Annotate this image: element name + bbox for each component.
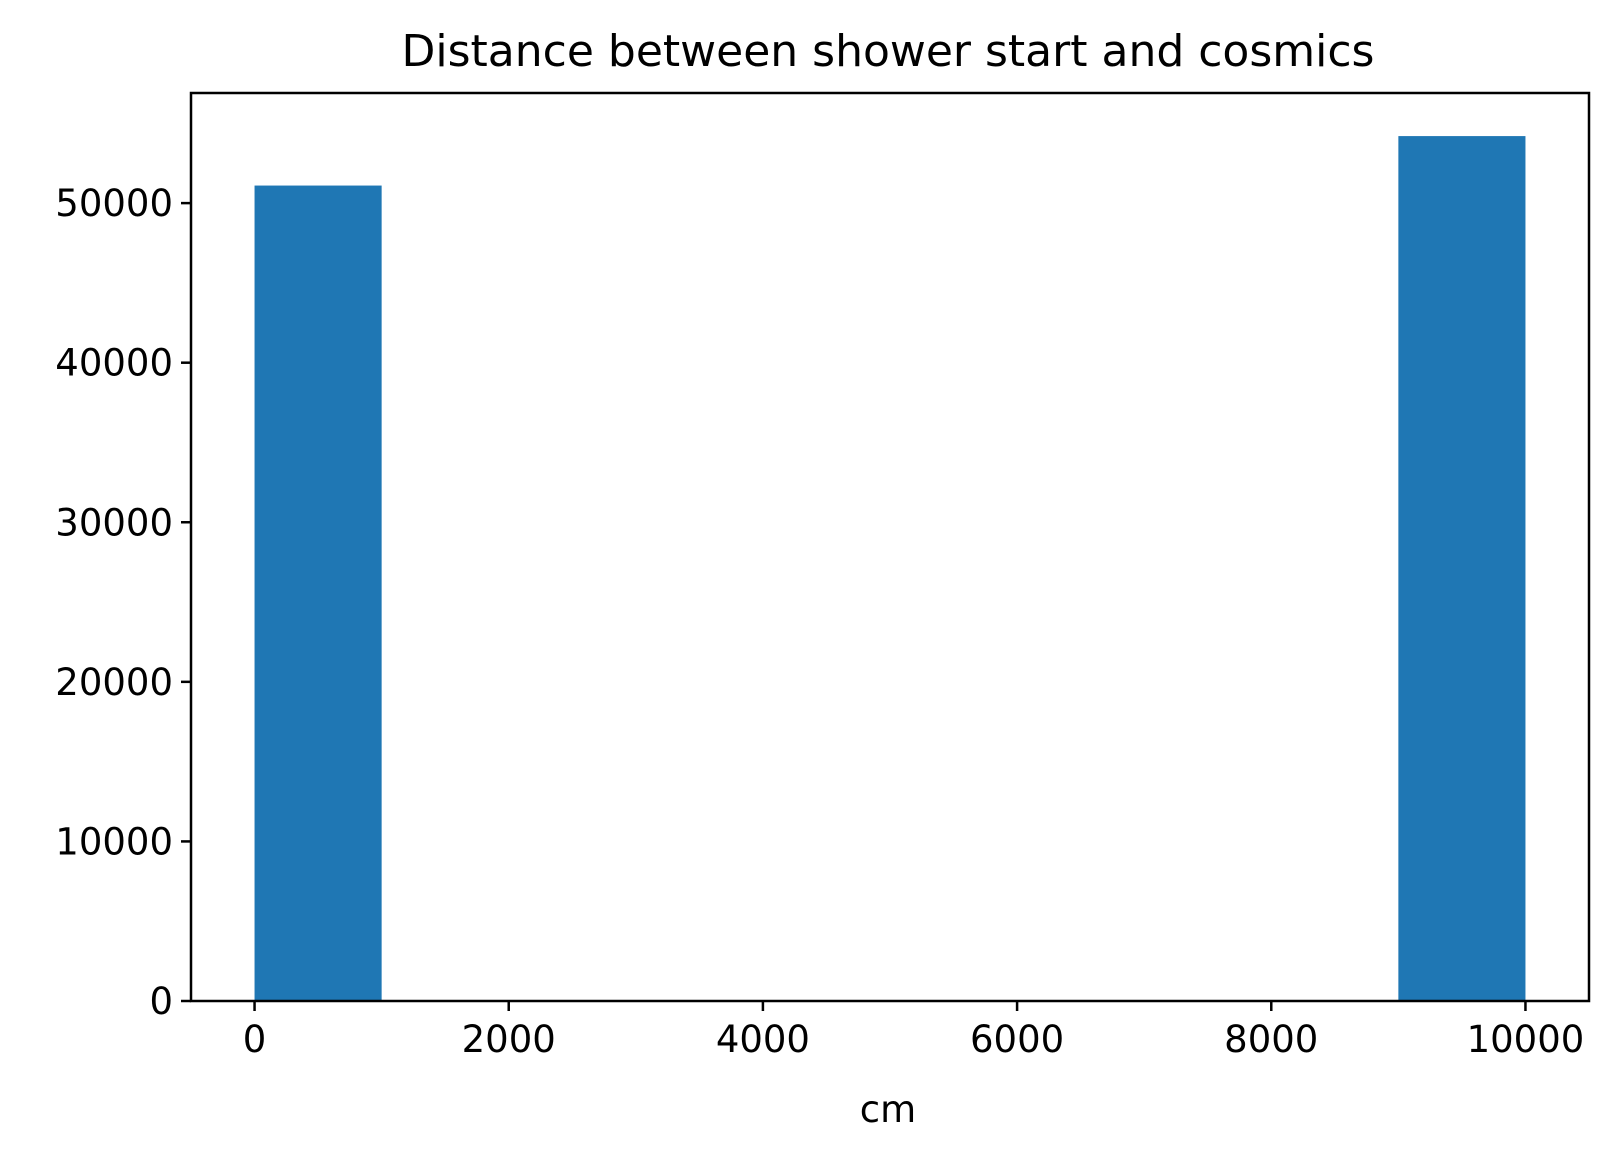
x-tick-label: 4000: [716, 1018, 810, 1061]
y-tick-label: 30000: [55, 501, 173, 544]
bars-group: [254, 136, 1526, 1001]
x-axis-label: cm: [860, 1088, 916, 1131]
chart-title: Distance between shower start and cosmic…: [402, 26, 1375, 77]
x-axis-ticks: 0 2000 4000 6000 8000 10000: [243, 1001, 1585, 1061]
y-tick-label: 20000: [55, 661, 173, 704]
x-tick-label: 8000: [1224, 1018, 1318, 1061]
y-tick-label: 0: [149, 980, 173, 1023]
y-tick-label: 10000: [55, 820, 173, 863]
x-tick-label: 6000: [970, 1018, 1064, 1061]
y-tick-label: 40000: [55, 342, 173, 385]
x-tick-label: 2000: [462, 1018, 556, 1061]
histogram-bar: [254, 185, 382, 1001]
plot-frame: [189, 91, 1591, 1003]
x-tick-label: 10000: [1467, 1018, 1585, 1061]
y-tick-label: 50000: [55, 182, 173, 225]
x-tick-label: 0: [243, 1018, 267, 1061]
histogram-bar: [1398, 136, 1526, 1001]
y-axis-ticks: 0 10000 20000 30000 40000 50000: [55, 182, 191, 1023]
